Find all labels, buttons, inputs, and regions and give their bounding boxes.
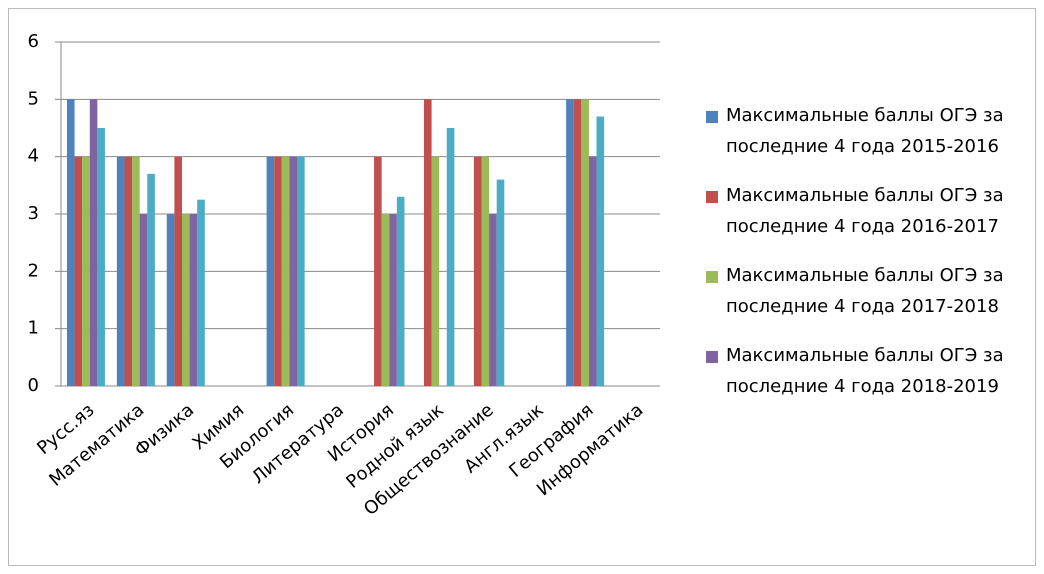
bar [596, 116, 605, 387]
bar [396, 196, 405, 386]
bar [132, 156, 140, 386]
bar [174, 156, 182, 386]
legend-label: Максимальные баллы ОГЭ за последние 4 го… [726, 105, 1004, 157]
bar [481, 156, 490, 386]
bar [89, 99, 98, 386]
bar [147, 173, 155, 386]
bar [189, 214, 198, 386]
legend-swatch [706, 271, 718, 283]
frame [8, 8, 1036, 566]
bar [566, 99, 574, 386]
bar [281, 156, 290, 386]
bar [97, 128, 105, 386]
y-tick-label: 1 [28, 318, 39, 339]
bar [431, 156, 440, 386]
legend-entry: Максимальные баллы ОГЭ за последние 4 го… [706, 260, 1036, 322]
bar [139, 214, 148, 386]
bar [266, 156, 275, 386]
bar [181, 214, 190, 386]
bar [581, 99, 589, 386]
bar [116, 156, 125, 386]
y-tick-label: 4 [28, 146, 39, 167]
legend-swatch [706, 351, 718, 363]
bar [573, 99, 582, 386]
bar [124, 156, 133, 386]
y-tick-label: 5 [28, 88, 39, 109]
y-tick-label: 2 [28, 260, 39, 281]
bar [374, 156, 382, 386]
bar [389, 214, 397, 386]
bar [473, 156, 482, 386]
legend: Максимальные баллы ОГЭ за последние 4 го… [706, 100, 1036, 420]
legend-label: Максимальные баллы ОГЭ за последние 4 го… [726, 185, 1004, 237]
bar [274, 156, 282, 386]
legend-swatch [706, 191, 718, 203]
bar [197, 199, 205, 386]
bar [74, 156, 83, 386]
legend-entry: Максимальные баллы ОГЭ за последние 4 го… [706, 340, 1036, 402]
y-tick-label: 0 [28, 375, 39, 396]
legend-swatch [706, 111, 718, 123]
bar [588, 156, 597, 386]
y-tick-label: 3 [28, 203, 39, 224]
bar [446, 128, 455, 386]
bar [289, 156, 298, 386]
y-tick-label: 6 [28, 31, 39, 52]
bar [496, 179, 505, 386]
bar [381, 214, 390, 386]
bar [166, 214, 175, 386]
bar [66, 99, 75, 386]
bar [423, 99, 432, 386]
legend-label: Максимальные баллы ОГЭ за последние 4 го… [726, 265, 1004, 317]
bar [82, 156, 90, 386]
legend-entry: Максимальные баллы ОГЭ за последние 4 го… [706, 180, 1036, 242]
legend-entry: Максимальные баллы ОГЭ за последние 4 го… [706, 100, 1036, 162]
bar [489, 214, 497, 386]
legend-label: Максимальные баллы ОГЭ за последние 4 го… [726, 345, 1004, 397]
bar [297, 156, 305, 386]
